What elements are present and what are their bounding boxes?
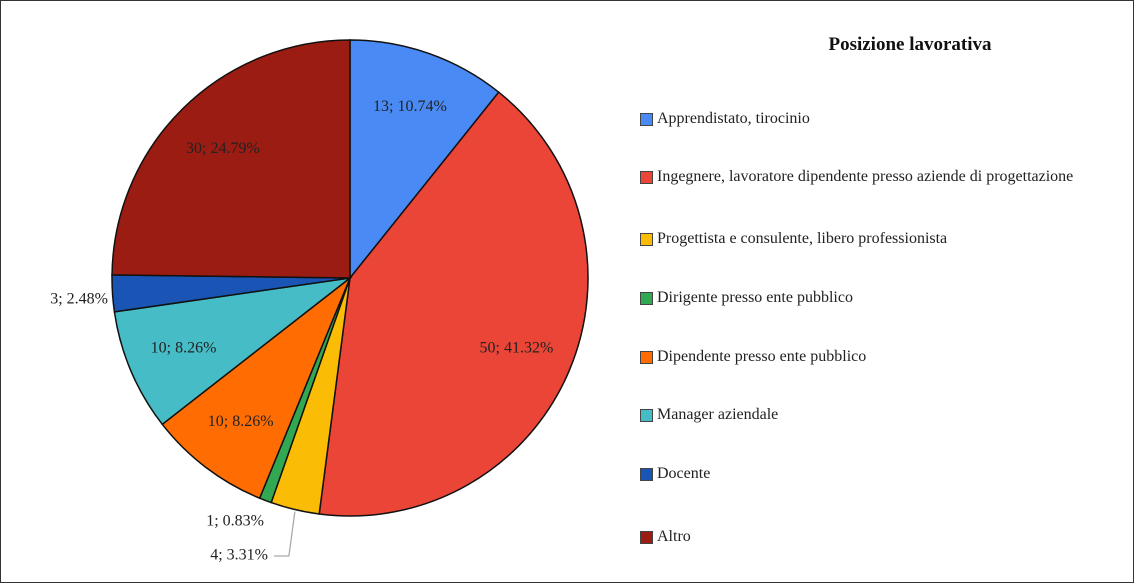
legend-item: Progettista e consulente, libero profess… [640,228,1120,249]
legend-label: Dipendente presso ente pubblico [657,348,867,365]
legend-swatch [640,233,653,246]
legend-swatch [640,531,653,544]
data-label: 1; 0.83% [206,513,264,530]
legend-item: Apprendistato, tirocinio [640,108,1120,129]
data-label: 10; 8.26% [151,340,217,357]
legend-label: Docente [657,465,711,482]
legend-swatch [640,468,653,481]
legend-item: Ingegnere, lavoratore dipendente presso … [640,166,1120,187]
leader-line [274,511,296,557]
data-label: 3; 2.48% [50,291,108,308]
pie-slice [113,276,353,426]
legend-title: Posizione lavorativa [828,34,992,55]
legend-item: Dirigente presso ente pubblico [640,287,1120,308]
legend-item: Altro [640,526,1120,547]
legend-label: Ingegnere, lavoratore dipendente presso … [657,168,1074,185]
legend-label: Progettista e consulente, libero profess… [657,230,948,247]
legend-swatch [640,351,653,364]
pie-slice [318,91,589,517]
legend-swatch [640,113,653,126]
pie-slice [111,39,351,279]
data-label: 13; 10.74% [373,98,447,115]
legend-label: Altro [657,528,691,545]
data-label: 30; 24.79% [186,140,260,157]
data-label: 50; 41.32% [480,340,554,357]
legend-swatch [640,409,653,422]
data-label: 10; 8.26% [208,413,274,430]
legend-label: Manager aziendale [657,406,779,423]
pie-slice [161,275,352,500]
pie-slice [349,39,500,281]
legend-label: Apprendistato, tirocinio [657,110,810,127]
legend-swatch [640,292,653,305]
legend-item: Manager aziendale [640,404,1120,425]
legend-label: Dirigente presso ente pubblico [657,289,853,306]
legend-swatch [640,171,653,184]
legend-item: Docente [640,463,1120,484]
data-label: 4; 3.31% [210,547,268,564]
legend-item: Dipendente presso ente pubblico [640,346,1120,367]
